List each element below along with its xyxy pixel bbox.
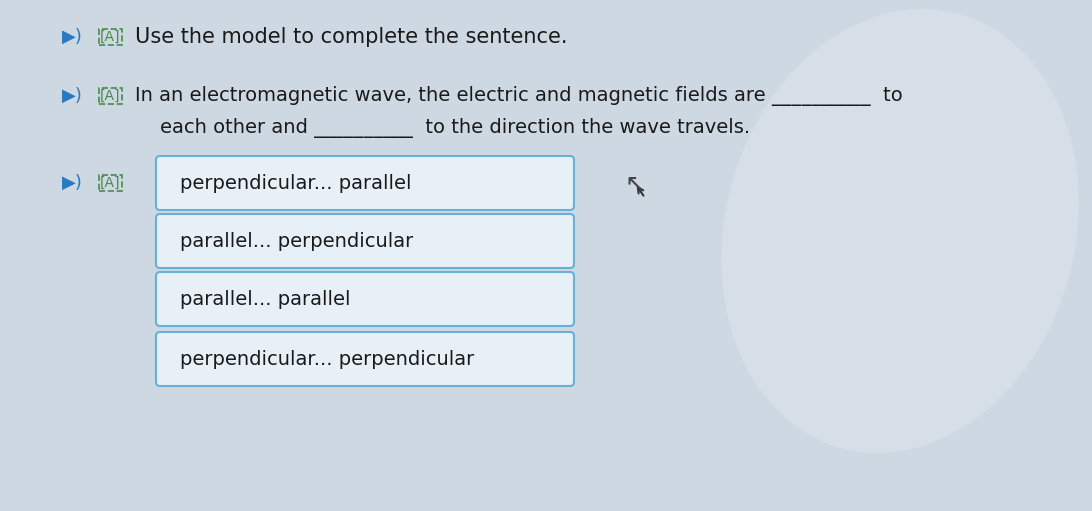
Ellipse shape xyxy=(721,9,1079,453)
Text: ▶): ▶) xyxy=(62,87,83,105)
FancyBboxPatch shape xyxy=(156,272,574,326)
Text: [A]: [A] xyxy=(100,30,120,44)
Text: [A]: [A] xyxy=(100,176,120,190)
Text: perpendicular... perpendicular: perpendicular... perpendicular xyxy=(180,350,474,368)
Text: parallel... perpendicular: parallel... perpendicular xyxy=(180,231,413,250)
Text: each other and __________  to the direction the wave travels.: each other and __________ to the directi… xyxy=(161,118,750,138)
Text: In an electromagnetic wave, the electric and magnetic fields are __________  to: In an electromagnetic wave, the electric… xyxy=(135,86,903,106)
Text: ↖: ↖ xyxy=(625,173,645,197)
Text: ▶): ▶) xyxy=(62,174,83,192)
FancyBboxPatch shape xyxy=(156,332,574,386)
Text: ▶): ▶) xyxy=(62,28,83,46)
Text: [A]: [A] xyxy=(100,89,120,103)
Text: Use the model to complete the sentence.: Use the model to complete the sentence. xyxy=(135,27,568,47)
Text: perpendicular... parallel: perpendicular... parallel xyxy=(180,174,412,193)
FancyBboxPatch shape xyxy=(156,156,574,210)
Text: parallel... parallel: parallel... parallel xyxy=(180,290,351,309)
FancyBboxPatch shape xyxy=(156,214,574,268)
